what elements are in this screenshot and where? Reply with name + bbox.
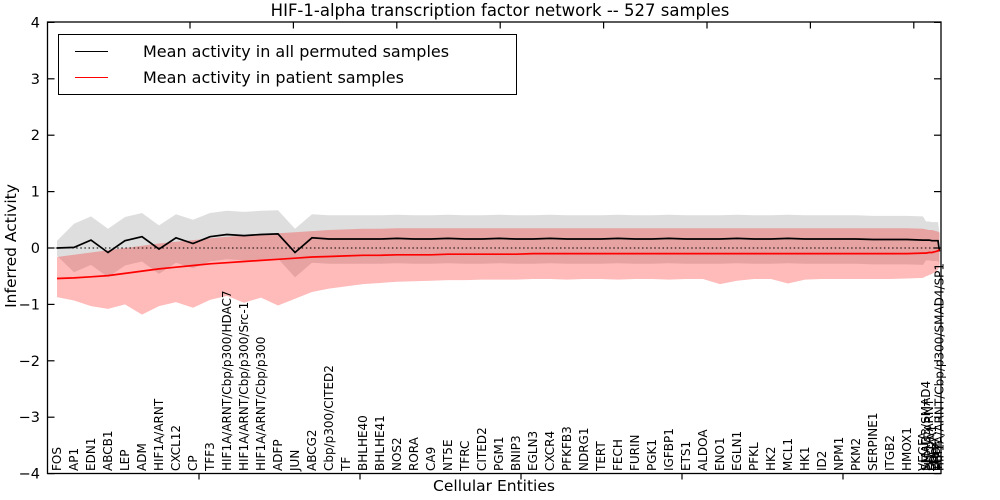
- y-tick-label: 0: [31, 241, 40, 257]
- patient-mean-line: [56, 249, 941, 280]
- x-tick-label: BHLHE41: [373, 415, 387, 471]
- x-tick-label: EDN1: [84, 438, 98, 471]
- x-tick-label: CA9: [424, 447, 438, 471]
- x-tick-label: CXCR4: [543, 431, 557, 471]
- x-tick-label: Cbp/p300/CITED2: [322, 365, 336, 471]
- x-tick-label: PGK1: [645, 439, 659, 471]
- x-tick-label: SERPINE1: [866, 412, 880, 471]
- x-tick-label: ADFP: [271, 439, 285, 471]
- x-tick-label: SLC2A1: [925, 425, 939, 471]
- x-tick-label: PFKL: [747, 442, 761, 471]
- patient-confidence-band: [57, 228, 940, 315]
- chart-title: HIF-1-alpha transcription factor network…: [270, 1, 730, 20]
- x-tick-label: FOS: [50, 447, 64, 471]
- x-tick-label: TFF3: [203, 442, 217, 472]
- x-tick-label: LEP: [118, 449, 132, 471]
- y-tick-label: −2: [19, 354, 40, 370]
- x-tick-label: CXCL12: [169, 425, 183, 471]
- x-tick-label: ALDOA: [696, 429, 710, 471]
- x-tick-label: HIF1A/ARNT: [152, 398, 166, 471]
- y-tick-label: 2: [31, 128, 40, 144]
- x-tick-label: NDRG1: [577, 428, 591, 472]
- x-tick-label: BNIP3: [509, 435, 523, 471]
- x-tick-label: HIF1A/ARNT/Cbp/p300: [254, 337, 268, 471]
- x-tick-label: EGLN1: [730, 431, 744, 471]
- x-tick-label: EPO: [929, 447, 943, 471]
- permuted-mean-line: [56, 233, 941, 254]
- x-tick-label: ABCG2: [305, 429, 319, 471]
- x-tick-label: ETS1: [679, 441, 693, 471]
- x-tick-label: HIF1A/ARNT/Cbp/p300/HDAC7: [220, 290, 234, 471]
- y-tick-label: 4: [31, 15, 40, 31]
- x-tick-label: SMAD3/SMAD4: [919, 381, 933, 471]
- x-tick-label: HIF1A/ARNT: [922, 398, 936, 471]
- x-tick-label: ABCB1: [101, 431, 115, 471]
- x-tick-label: PGM1: [492, 436, 506, 471]
- x-tick-label: RORA: [407, 436, 421, 471]
- legend-line-permuted: [75, 51, 108, 52]
- y-tick-label: 1: [31, 185, 40, 201]
- legend-line-patient: [75, 77, 108, 78]
- x-tick-label: FURIN: [628, 434, 642, 471]
- x-tick-label: ENO1: [713, 437, 727, 471]
- legend-item-patient: Mean activity in patient samples: [59, 68, 516, 87]
- legend-label-permuted: Mean activity in all permuted samples: [143, 42, 450, 61]
- x-tick-label: HK2: [764, 446, 778, 471]
- x-tick-label: CP: [186, 455, 200, 471]
- x-tick-label: CITED2: [475, 427, 489, 471]
- x-tick-label: HK1: [798, 446, 812, 471]
- x-tick-label: IGFBP1: [662, 428, 676, 471]
- x-tick-label: FECH: [611, 439, 625, 471]
- x-tick-label: EGLN3: [526, 431, 540, 471]
- x-tick-label: NOS2: [390, 437, 404, 471]
- x-tick-label: BHLHE40: [356, 415, 370, 471]
- x-tick-label: TERT: [594, 441, 608, 472]
- x-tick-label: HMOX1: [900, 427, 914, 471]
- x-tick-label: NT5E: [441, 439, 455, 471]
- x-tick-label: ITGB2: [883, 435, 897, 471]
- x-tick-label: AP1: [67, 448, 81, 471]
- x-tick-label: HIF1A/ARNT/Cbp/p300/SMAD4/SP1: [933, 263, 947, 471]
- legend-item-permuted: Mean activity in all permuted samples: [59, 42, 516, 61]
- permuted-confidence-band: [57, 210, 940, 278]
- x-tick-label: HIF1A/ARNT/Cbp/p300/Src-1: [237, 302, 251, 471]
- y-tick-label: −1: [19, 297, 40, 313]
- x-tick-label: JUN: [288, 450, 302, 472]
- x-tick-label: TFRC: [458, 441, 472, 472]
- y-tick-label: −3: [19, 410, 40, 426]
- x-tick-label: PFKFB3: [560, 426, 574, 471]
- x-tick-label: PKM2: [849, 438, 863, 471]
- x-tick-label: VEGFA: [916, 431, 930, 471]
- x-tick-label: TGFA: [931, 440, 945, 472]
- x-tick-label: ID2: [815, 451, 829, 471]
- legend-label-patient: Mean activity in patient samples: [143, 68, 404, 87]
- x-axis-label: Cellular Entities: [433, 477, 555, 495]
- x-tick-label: MCL1: [781, 438, 795, 471]
- x-tick-label: ADM: [135, 443, 149, 471]
- legend: Mean activity in all permuted samples Me…: [58, 34, 517, 95]
- y-tick-label: −4: [19, 467, 40, 483]
- x-tick-label: LDHA: [927, 437, 941, 471]
- y-tick-label: 3: [31, 72, 40, 88]
- x-tick-label: TF: [339, 457, 353, 472]
- x-tick-label: NPM1: [832, 437, 846, 471]
